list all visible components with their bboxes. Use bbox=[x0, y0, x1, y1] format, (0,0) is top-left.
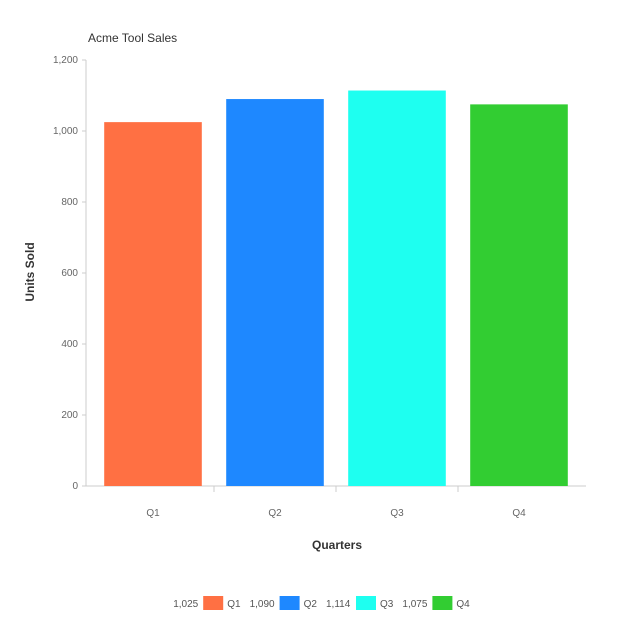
legend-item-q2[interactable]: 1,090 Q2 bbox=[250, 596, 318, 610]
legend-label: Q4 bbox=[456, 599, 470, 610]
legend-label: Q1 bbox=[227, 599, 241, 610]
x-axis: Q1 Q2 Q3 Q4 bbox=[86, 485, 586, 519]
bar-q3 bbox=[348, 90, 446, 486]
legend: 1,025 Q1 1,090 Q2 1,114 Q3 1,075 Q4 bbox=[173, 596, 470, 610]
legend-item-q3[interactable]: 1,114 Q3 bbox=[326, 596, 394, 610]
y-tick-label: 1,200 bbox=[53, 55, 78, 66]
chart-title: Acme Tool Sales bbox=[88, 31, 177, 45]
legend-item-q1[interactable]: 1,025 Q1 bbox=[173, 596, 241, 610]
y-tick-label: 1,000 bbox=[53, 126, 78, 137]
y-tick-label: 0 bbox=[72, 481, 78, 492]
legend-label: Q2 bbox=[304, 599, 318, 610]
legend-swatch bbox=[356, 596, 376, 610]
legend-swatch bbox=[432, 596, 453, 610]
x-tick-label: Q2 bbox=[268, 508, 282, 519]
y-tick-label: 400 bbox=[61, 339, 78, 350]
legend-value: 1,090 bbox=[250, 599, 275, 610]
y-axis: 0 200 400 600 800 1,000 1,200 bbox=[53, 55, 87, 492]
legend-value: 1,025 bbox=[173, 599, 198, 610]
legend-swatch bbox=[279, 596, 300, 610]
x-tick-label: Q4 bbox=[512, 508, 526, 519]
legend-item-q4[interactable]: 1,075 Q4 bbox=[402, 596, 470, 610]
x-tick-label: Q1 bbox=[146, 508, 160, 519]
y-axis-title: Units Sold bbox=[23, 242, 37, 301]
legend-label: Q3 bbox=[380, 599, 394, 610]
x-tick-label: Q3 bbox=[390, 508, 404, 519]
bar-q4 bbox=[470, 104, 568, 486]
y-tick-label: 200 bbox=[61, 410, 78, 421]
y-tick-label: 600 bbox=[61, 268, 78, 279]
x-axis-title: Quarters bbox=[312, 538, 362, 552]
legend-value: 1,114 bbox=[326, 599, 351, 610]
bar-q1 bbox=[104, 122, 202, 486]
legend-swatch bbox=[203, 596, 224, 610]
bar-series bbox=[104, 90, 568, 487]
bar-q2 bbox=[226, 99, 324, 487]
legend-value: 1,075 bbox=[402, 599, 427, 610]
y-tick-label: 800 bbox=[61, 197, 78, 208]
